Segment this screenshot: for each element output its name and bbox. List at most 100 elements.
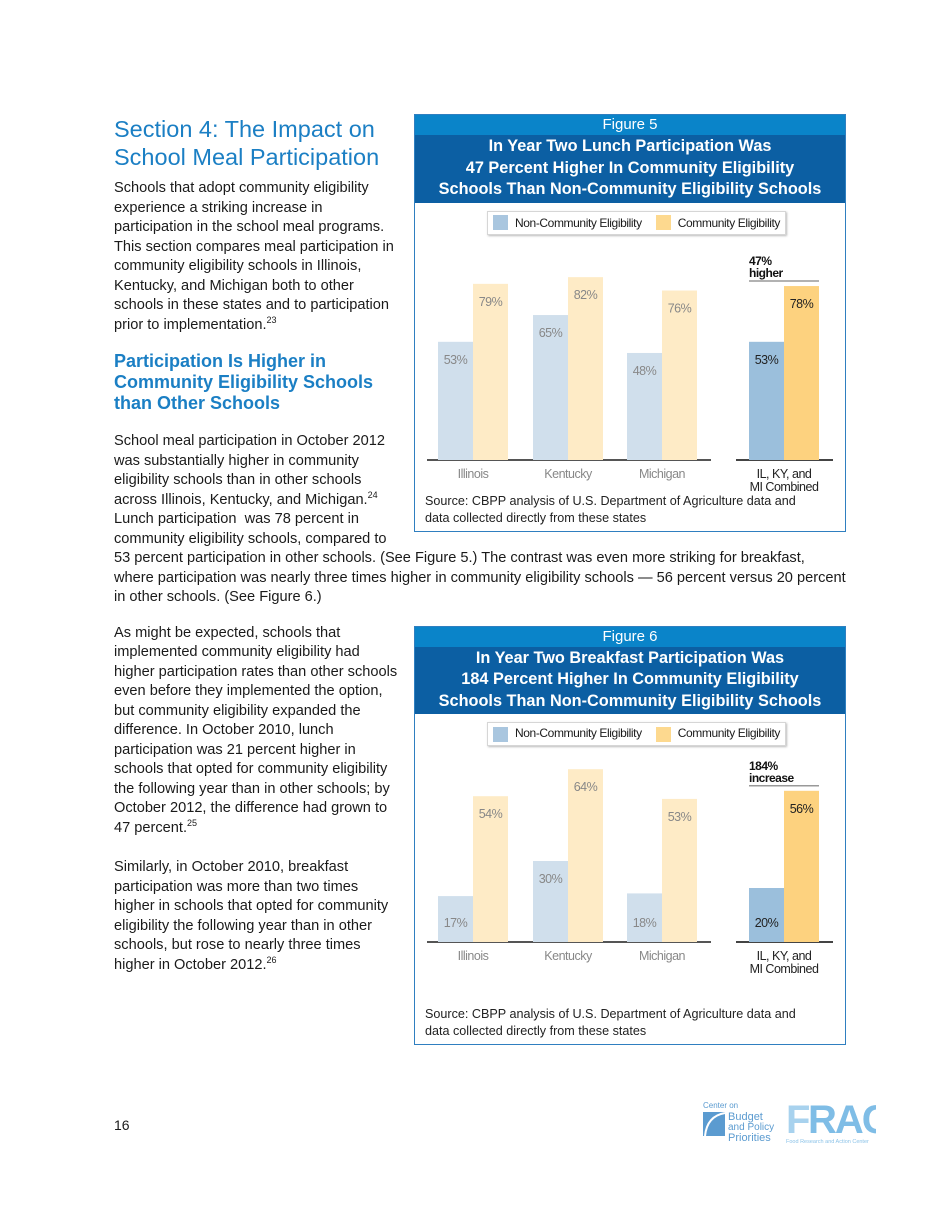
bar-ce: [568, 769, 603, 942]
bar-ce: [662, 798, 697, 942]
frac-logo: F RAC Food Research and Action Center: [786, 1098, 892, 1145]
category-label: Michigan: [639, 467, 686, 481]
legend-label: Community Eligibility: [677, 726, 781, 741]
title-line: In Year Two Breakfast Participation Was: [475, 648, 785, 667]
data-label: 18%: [633, 916, 657, 930]
bar-ce: [662, 290, 697, 460]
category-label: IL, KY, and: [757, 949, 812, 963]
svg-text:RAC: RAC: [808, 1100, 876, 1142]
footnote-ref: 23: [266, 314, 277, 325]
annotation-text: increase: [749, 771, 795, 785]
bar-non-ce: [438, 341, 473, 460]
figure-number: Figure 6: [415, 626, 845, 647]
svg-text:and Policy: and Policy: [728, 1122, 774, 1133]
title-line: Schools Than Non-Community Eligibility S…: [438, 180, 822, 198]
paragraph-2-rest: was 78 percent in community eligibility …: [114, 511, 846, 605]
data-label: 64%: [574, 780, 598, 794]
annotation-text: higher: [749, 266, 783, 280]
data-label: 48%: [633, 363, 657, 377]
category-label: Kentucky: [544, 467, 593, 481]
intro-text: Schools that adopt community eligibility…: [114, 180, 394, 333]
para-text: School meal participation in October 201…: [114, 433, 385, 508]
data-label: 76%: [668, 301, 692, 315]
annotation-text: 184%: [749, 759, 779, 773]
data-label: 79%: [479, 294, 503, 308]
legend-swatch-non-ce: [493, 726, 508, 742]
bar-non-ce: [627, 352, 662, 460]
legend: Non-Community Eligibility Community Elig…: [487, 722, 787, 746]
bar-chart: 17% 54% Illinois 30% 64% Kentucky 18% 53% Michig…: [427, 759, 833, 976]
para-text: Similarly, in October 2010, breakfast pa…: [114, 859, 389, 973]
data-label: 56%: [790, 802, 814, 816]
paragraph-4: Similarly, in October 2010, breakfast pa…: [114, 858, 846, 975]
para-text: Lunch participation: [114, 511, 237, 527]
figure-6: Figure 6 In Year Two Breakfast Participa…: [414, 625, 846, 1045]
data-label: 17%: [444, 916, 468, 930]
source-line: data collected directly from these state…: [425, 1024, 647, 1038]
title-line: 184 Percent Higher In Community Eligibil…: [461, 670, 799, 688]
legend-swatch-non-ce: [493, 215, 508, 230]
svg-text:Priorities: Priorities: [728, 1132, 771, 1144]
title-line: In Year Two Lunch Participation Was: [488, 137, 772, 155]
svg-text:F: F: [786, 1100, 809, 1142]
source-line: Source: CBPP analysis of U.S. Department…: [425, 1007, 796, 1021]
bar-ce: [473, 796, 508, 942]
bar-non-ce: [627, 893, 662, 942]
paragraph-2: School meal participation in October 201…: [114, 432, 846, 608]
data-label: 20%: [755, 916, 779, 930]
figure-5: Figure 5 In Year Two Lunch Participation…: [414, 114, 846, 532]
data-label: 53%: [668, 810, 692, 824]
figure-number: Figure 5: [415, 115, 845, 135]
legend-swatch-ce: [655, 726, 671, 742]
bar-non-ce: [533, 861, 568, 942]
legend-label: Non-Community Eligibility: [515, 215, 642, 230]
data-label: 53%: [755, 352, 779, 366]
svg-text:Food Research and Action Cente: Food Research and Action Center: [786, 1139, 869, 1145]
category-label: MI Combined: [750, 480, 819, 493]
figure-source: Source: CBPP analysis of U.S. Department…: [415, 1006, 845, 1044]
svg-text:Center on: Center on: [703, 1101, 738, 1110]
category-label: MI Combined: [750, 962, 819, 976]
paragraph-3: Figure 6 In Year Two Breakfast Participa…: [114, 624, 846, 1045]
bar-chart: 53% 79% Illinois 65% 82% Kentucky 48% 76% Michig…: [427, 254, 833, 493]
data-label: 54%: [479, 807, 503, 821]
data-label: 53%: [444, 352, 468, 366]
footnote-ref: 24: [367, 489, 378, 500]
source-line: Source: CBPP analysis of U.S. Department…: [425, 493, 796, 508]
text-flow: Figure 5 In Year Two Lunch Participation…: [114, 114, 846, 1049]
cbpp-logo-graphic: Center on Budget and Policy Priorities: [703, 1101, 774, 1144]
figure-title: In Year Two Breakfast Participation Was …: [415, 646, 845, 714]
footnote-ref: 25: [187, 817, 198, 828]
data-label: 78%: [790, 297, 814, 311]
chart-area: Non-Community Eligibility Community Elig…: [415, 203, 845, 493]
intro-paragraph: Schools that adopt community eligibility…: [114, 179, 396, 335]
category-label: Kentucky: [544, 949, 593, 963]
category-label: Illinois: [458, 467, 489, 481]
bar-ce: [784, 285, 819, 460]
legend-label: Non-Community Eligibility: [515, 726, 642, 741]
subheading: Participation Is Higher in Community Eli…: [114, 351, 374, 413]
para-text: As might be expected, schools that imple…: [114, 624, 398, 836]
bar-non-ce: [533, 314, 568, 460]
bar-ce: [568, 276, 603, 460]
category-label: IL, KY, and: [757, 467, 812, 481]
footnote-ref: 26: [266, 954, 277, 965]
section-title: Section 4: The Impact on School Meal Par…: [114, 116, 380, 170]
source-line: data collected directly from these state…: [425, 510, 647, 525]
title-line: Schools Than Non-Community Eligibility S…: [438, 691, 822, 710]
chart-area: Non-Community Eligibility Community Elig…: [415, 714, 845, 1006]
page-number: 16: [114, 1117, 130, 1133]
frac-logo-graphic: F RAC Food Research and Action Center: [786, 1098, 892, 1145]
bar-non-ce: [438, 896, 473, 942]
data-label: 30%: [539, 872, 563, 886]
legend-label: Community Eligibility: [677, 215, 781, 230]
svg-text:Budget: Budget: [728, 1111, 763, 1123]
bar-non-ce: [749, 341, 784, 460]
figure-source: Source: CBPP analysis of U.S. Department…: [415, 493, 845, 531]
title-line: 47 Percent Higher In Community Eligibili…: [465, 158, 795, 177]
data-label: 65%: [539, 326, 563, 340]
legend: Non-Community Eligibility Community Elig…: [487, 210, 787, 235]
category-label: Michigan: [639, 949, 686, 963]
annotation-text: 47%: [749, 254, 772, 268]
